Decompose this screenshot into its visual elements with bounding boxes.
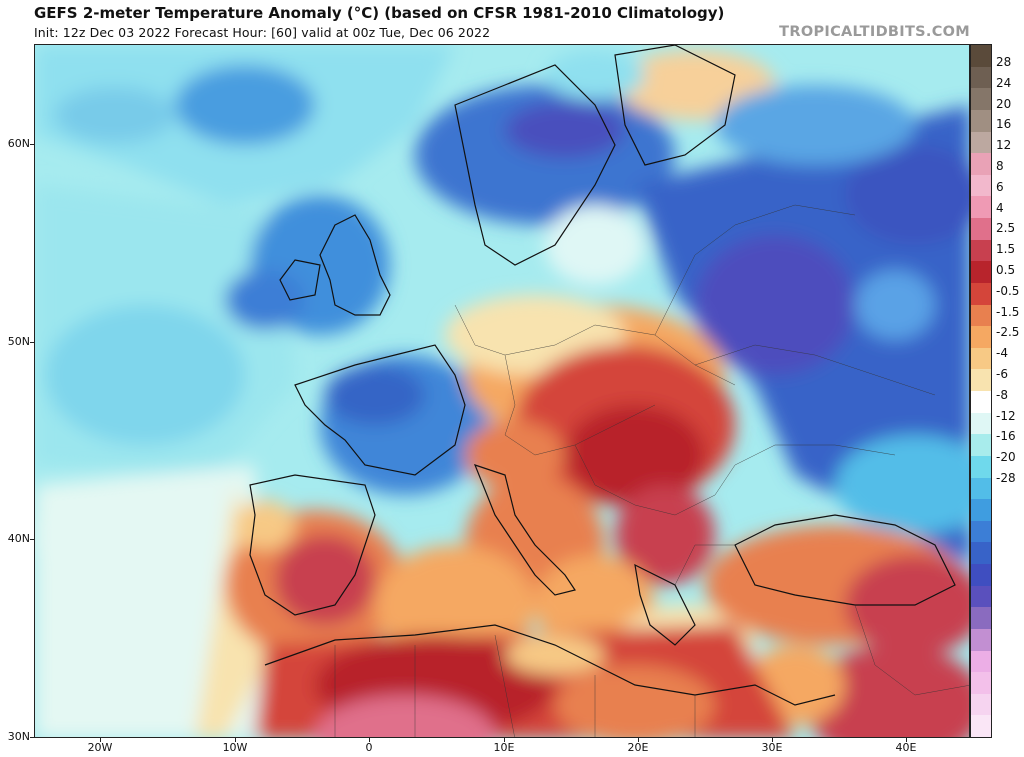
colorbar-segment xyxy=(971,607,991,629)
colorbar-segment xyxy=(971,218,991,240)
colorbar-segment xyxy=(971,45,991,67)
colorbar-segment xyxy=(971,66,991,89)
colorbar-label: -8 xyxy=(996,387,1008,402)
colorbar-segment xyxy=(971,564,991,586)
colorbar-segment xyxy=(971,239,991,262)
colorbar-segment xyxy=(971,282,991,305)
colorbar-segment xyxy=(971,326,991,348)
colorbar-segment xyxy=(971,196,991,218)
map-title: GEFS 2-meter Temperature Anomaly (°C) (b… xyxy=(34,4,725,22)
colorbar-segment xyxy=(971,304,991,327)
lat-label-50n: 50N xyxy=(7,335,30,348)
colorbar xyxy=(970,44,992,738)
colorbar-label: -1.5 xyxy=(996,304,1020,319)
lon-label-10e: 10E xyxy=(493,741,515,754)
lon-label-10w: 10W xyxy=(222,741,248,754)
lon-label-20w: 20W xyxy=(87,741,113,754)
colorbar-label: 4 xyxy=(996,200,1004,215)
colorbar-segment xyxy=(971,347,991,370)
map-subtitle: Init: 12z Dec 03 2022 Forecast Hour: [60… xyxy=(34,25,491,40)
colorbar-segment xyxy=(971,88,991,110)
lat-tick xyxy=(30,342,34,343)
colorbar-label: 6 xyxy=(996,179,1004,194)
colorbar-segment xyxy=(971,434,991,456)
lat-label-30n: 30N xyxy=(7,730,30,743)
lat-tick xyxy=(30,144,34,145)
colorbar-segment xyxy=(971,412,991,435)
colorbar-label: 0.5 xyxy=(996,263,1016,277)
colorbar-label: -2.5 xyxy=(996,325,1020,340)
colorbar-segment xyxy=(971,628,991,651)
colorbar-segment xyxy=(971,715,991,737)
colorbar-segment xyxy=(971,455,991,478)
colorbar-segment xyxy=(971,109,991,132)
colorbar-segment xyxy=(971,542,991,564)
colorbar-label: -28 xyxy=(996,471,1016,485)
coastlines xyxy=(249,45,956,706)
anomaly-map-canvas xyxy=(35,45,969,737)
anomaly-map xyxy=(34,44,970,738)
colorbar-label: 2.5 xyxy=(996,221,1016,236)
colorbar-segment xyxy=(971,499,991,521)
colorbar-segment xyxy=(971,369,991,391)
colorbar-segment xyxy=(971,391,991,413)
colorbar-label: 20 xyxy=(996,96,1012,111)
colorbar-label: 16 xyxy=(996,117,1012,132)
source-watermark: TROPICALTIDBITS.COM xyxy=(779,24,970,40)
colorbar-segment xyxy=(971,585,991,608)
colorbar-label: 8 xyxy=(996,159,1004,173)
lat-label-60n: 60N xyxy=(7,137,30,150)
colorbar-segment xyxy=(971,672,991,694)
lon-tick xyxy=(235,738,236,742)
lon-tick xyxy=(369,738,370,742)
colorbar-label: -6 xyxy=(996,367,1008,381)
country-borders xyxy=(334,204,969,737)
lat-label-40n: 40N xyxy=(7,532,30,545)
lon-label-0: 0 xyxy=(365,741,373,754)
colorbar-label: -0.5 xyxy=(996,283,1020,298)
lat-tick xyxy=(30,737,34,738)
colorbar-segment xyxy=(971,477,991,500)
colorbar-label: -4 xyxy=(996,346,1008,361)
lon-label-30e: 30E xyxy=(761,741,783,754)
anomaly-field xyxy=(35,45,969,737)
colorbar-segment xyxy=(971,520,991,543)
colorbar-label: -20 xyxy=(996,450,1016,465)
colorbar-segment xyxy=(971,131,991,154)
colorbar-label: 28 xyxy=(996,55,1012,69)
colorbar-segment xyxy=(971,650,991,673)
colorbar-segment xyxy=(971,174,991,197)
colorbar-label: 12 xyxy=(996,138,1012,153)
lon-label-20e: 20E xyxy=(627,741,649,754)
lat-tick xyxy=(30,539,34,540)
colorbar-segment xyxy=(971,693,991,716)
colorbar-label: 24 xyxy=(996,75,1012,90)
lon-tick xyxy=(100,738,101,742)
lon-tick xyxy=(906,738,907,742)
colorbar-segment xyxy=(971,153,991,175)
colorbar-label: -16 xyxy=(996,429,1016,444)
lon-tick xyxy=(504,738,505,742)
colorbar-label: 1.5 xyxy=(996,242,1016,257)
lon-label-40e: 40E xyxy=(895,741,917,754)
lon-tick xyxy=(772,738,773,742)
lon-tick xyxy=(638,738,639,742)
colorbar-label: -12 xyxy=(996,408,1016,423)
colorbar-segment xyxy=(971,261,991,283)
